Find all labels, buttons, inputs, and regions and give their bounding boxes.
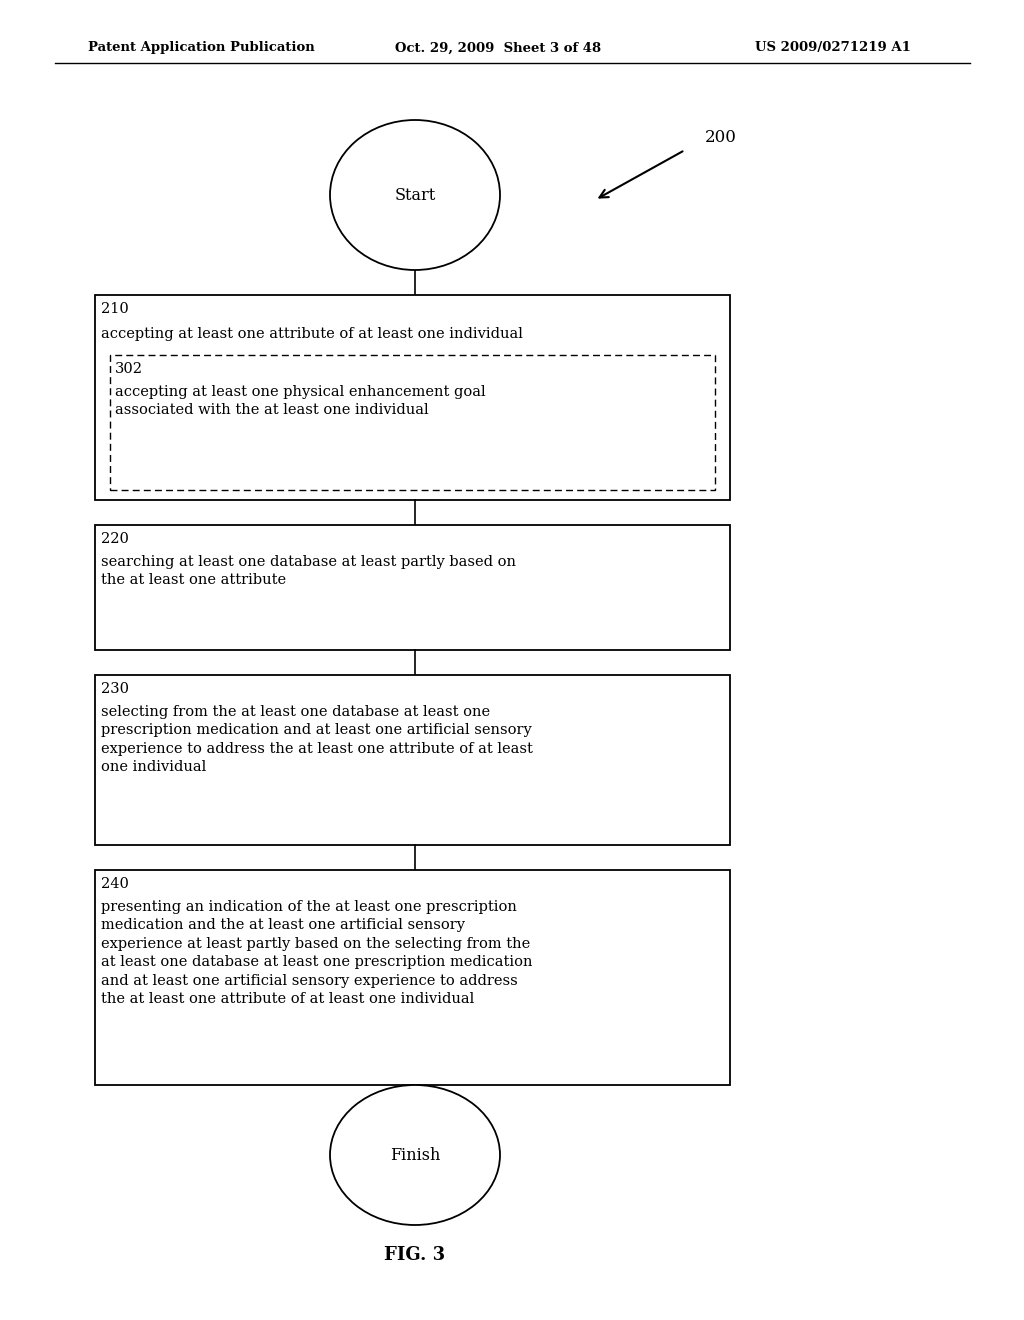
Text: FIG. 3: FIG. 3	[384, 1246, 445, 1265]
Text: 210: 210	[101, 302, 129, 315]
Text: presenting an indication of the at least one prescription
medication and the at : presenting an indication of the at least…	[101, 900, 532, 1006]
Text: Start: Start	[394, 186, 435, 203]
Text: Patent Application Publication: Patent Application Publication	[88, 41, 314, 54]
Text: searching at least one database at least partly based on
the at least one attrib: searching at least one database at least…	[101, 554, 516, 587]
Text: accepting at least one physical enhancement goal
associated with the at least on: accepting at least one physical enhancem…	[115, 385, 485, 417]
Text: 230: 230	[101, 682, 129, 696]
Bar	[110, 355, 715, 490]
Text: US 2009/0271219 A1: US 2009/0271219 A1	[755, 41, 911, 54]
Text: 220: 220	[101, 532, 129, 546]
Text: 200: 200	[705, 129, 737, 147]
Text: accepting at least one attribute of at least one individual: accepting at least one attribute of at l…	[101, 327, 523, 341]
Bar	[95, 675, 730, 845]
Ellipse shape	[330, 1085, 500, 1225]
Text: Finish: Finish	[390, 1147, 440, 1163]
Ellipse shape	[330, 120, 500, 271]
Bar	[95, 870, 730, 1085]
Text: selecting from the at least one database at least one
prescription medication an: selecting from the at least one database…	[101, 705, 532, 775]
Text: 240: 240	[101, 876, 129, 891]
Bar	[95, 525, 730, 649]
Text: Oct. 29, 2009  Sheet 3 of 48: Oct. 29, 2009 Sheet 3 of 48	[395, 41, 601, 54]
Text: 302: 302	[115, 362, 143, 376]
Bar	[95, 294, 730, 500]
